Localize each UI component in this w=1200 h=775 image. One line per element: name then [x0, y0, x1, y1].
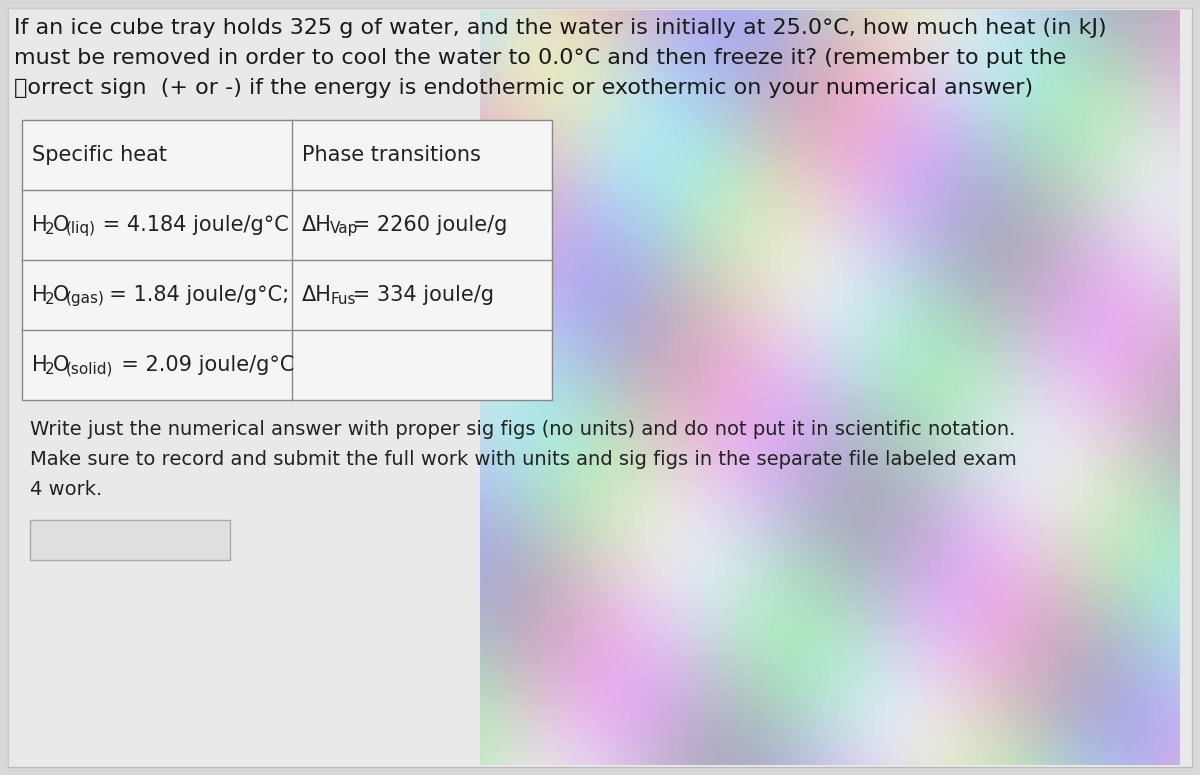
Text: Fus: Fus [330, 291, 355, 306]
Text: O: O [53, 285, 70, 305]
Text: ΔH: ΔH [302, 285, 332, 305]
Text: 2: 2 [46, 291, 55, 306]
Text: Make sure to record and submit the full work with units and sig figs in the sepa: Make sure to record and submit the full … [30, 450, 1016, 469]
Text: = 1.84 joule/g°C;: = 1.84 joule/g°C; [96, 285, 289, 305]
Text: = 334 joule/g: = 334 joule/g [347, 285, 494, 305]
FancyBboxPatch shape [30, 520, 230, 560]
FancyBboxPatch shape [8, 8, 1192, 767]
Text: 2: 2 [46, 222, 55, 236]
Text: O: O [53, 355, 70, 375]
FancyBboxPatch shape [22, 120, 552, 400]
Text: 4 work.: 4 work. [30, 480, 102, 499]
Text: (gas): (gas) [66, 291, 104, 306]
Text: ⮩orrect sign  (+ or -) if the energy is endothermic or exothermic on your numeri: ⮩orrect sign (+ or -) if the energy is e… [14, 78, 1033, 98]
Text: H: H [32, 215, 48, 235]
Text: = 4.184 joule/g°C: = 4.184 joule/g°C [96, 215, 289, 235]
Text: Vap: Vap [330, 222, 359, 236]
Text: (liq): (liq) [66, 222, 96, 236]
Text: H: H [32, 355, 48, 375]
Text: ΔH: ΔH [302, 215, 332, 235]
Text: O: O [53, 215, 70, 235]
Text: If an ice cube tray holds 325 g of water, and the water is initially at 25.0°C, : If an ice cube tray holds 325 g of water… [14, 18, 1106, 38]
Text: Phase transitions: Phase transitions [302, 145, 481, 165]
Text: must be removed in order to cool the water to 0.0°C and then freeze it? (remembe: must be removed in order to cool the wat… [14, 48, 1067, 68]
Text: Write just the numerical answer with proper sig figs (no units) and do not put i: Write just the numerical answer with pro… [30, 420, 1015, 439]
Text: = 2260 joule/g: = 2260 joule/g [347, 215, 508, 235]
Text: (solid): (solid) [66, 361, 113, 377]
Text: 2: 2 [46, 361, 55, 377]
Text: Specific heat: Specific heat [32, 145, 167, 165]
Text: = 2.09 joule/g°C: = 2.09 joule/g°C [108, 355, 294, 375]
FancyBboxPatch shape [8, 8, 1192, 767]
Text: H: H [32, 285, 48, 305]
